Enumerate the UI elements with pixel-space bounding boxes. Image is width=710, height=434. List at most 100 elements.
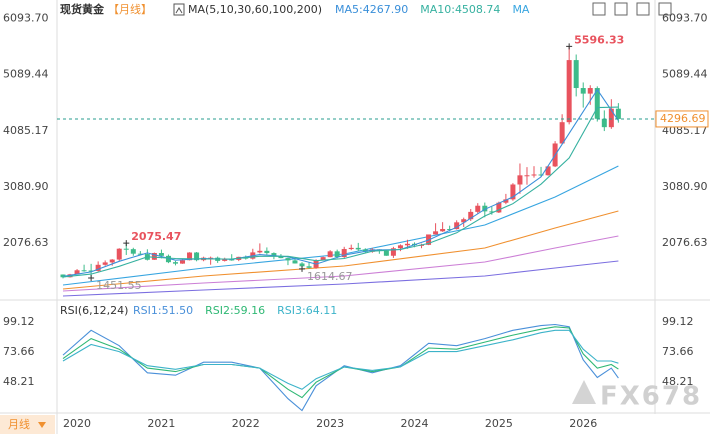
- indicator-label: MA(5,10,30,60,100,200): [188, 3, 322, 16]
- candle-body: [433, 231, 439, 235]
- extreme-marker: [299, 265, 306, 272]
- candle-body: [264, 250, 270, 254]
- candle-body: [594, 88, 600, 119]
- last-price-label: 4296.69: [660, 112, 706, 125]
- candle-body: [257, 250, 263, 253]
- candle-body: [608, 108, 614, 128]
- candle-body: [299, 263, 305, 267]
- candle-body: [341, 249, 347, 258]
- period-badge[interactable]: [0, 415, 55, 434]
- candle-body: [461, 219, 467, 223]
- candle-body: [447, 229, 453, 231]
- legend-entry: MA: [512, 3, 529, 16]
- candle-body: [194, 252, 200, 261]
- extreme-label: 1614.67: [307, 270, 353, 283]
- candle-body: [165, 255, 171, 263]
- candle-body: [454, 222, 460, 230]
- candle-body: [123, 248, 129, 250]
- y-tick-label: 6093.70: [3, 12, 49, 25]
- candle-body: [496, 202, 502, 213]
- candle-body: [566, 60, 572, 123]
- candle-body: [601, 118, 607, 128]
- candle-body: [517, 175, 523, 185]
- candle-body: [222, 259, 228, 261]
- candle-body: [187, 252, 193, 261]
- indicator-line: [62, 235, 619, 292]
- candle-body: [468, 211, 474, 220]
- candle-body: [271, 253, 277, 257]
- toolbar-icon[interactable]: [592, 2, 606, 16]
- y-tick-label: 99.12: [662, 315, 694, 328]
- watermark: FX678: [600, 382, 702, 412]
- x-tick-label: 2022: [232, 417, 260, 430]
- candle-body: [348, 247, 354, 250]
- indicator-line: [62, 260, 619, 297]
- legend-entry: MA5:4267.90: [335, 3, 408, 16]
- indicator-line: [62, 88, 619, 277]
- x-tick-label: 2026: [569, 417, 597, 430]
- candle-body: [151, 253, 157, 260]
- candle-body: [390, 248, 396, 256]
- candle-body: [278, 256, 284, 259]
- y-tick-label: 73.66: [662, 345, 694, 358]
- toolbar-icon[interactable]: [614, 2, 628, 16]
- instrument-title: 现货黄金: [60, 2, 105, 16]
- candle-body: [116, 248, 122, 260]
- y-tick-label: 48.21: [3, 375, 35, 388]
- candle-body: [320, 257, 326, 261]
- indicator-icon-glyph: [175, 7, 183, 14]
- indicator-line: [62, 165, 619, 286]
- candle-body: [327, 251, 333, 258]
- indicator-line: [62, 106, 619, 278]
- candle-body: [109, 259, 115, 263]
- candle-body: [362, 249, 368, 252]
- last-price-box: [655, 110, 709, 128]
- candle-body: [397, 245, 403, 249]
- y-tick-label: 5089.44: [3, 68, 49, 81]
- candle-body: [95, 264, 101, 271]
- indicator-line: [62, 210, 619, 290]
- candle-body: [306, 266, 312, 268]
- candle-body: [102, 262, 108, 265]
- toolbar-icon[interactable]: [636, 2, 650, 16]
- candle-body: [81, 270, 87, 272]
- candle-body: [172, 262, 178, 264]
- indicator-icon[interactable]: [173, 3, 185, 16]
- toolbar-icon[interactable]: [658, 2, 672, 16]
- rsi-indicator-label: RSI(6,12,24): [60, 304, 128, 317]
- extreme-marker: [566, 43, 573, 50]
- candle-body: [130, 249, 136, 254]
- indicator-line: [62, 326, 619, 399]
- candle-body: [524, 175, 530, 177]
- candle-body: [538, 174, 544, 176]
- x-tick-label: 2025: [485, 417, 513, 430]
- candle-body: [137, 253, 143, 255]
- candle-body: [383, 250, 389, 256]
- candle-body: [285, 258, 291, 261]
- y-tick-label: 99.12: [3, 315, 35, 328]
- extreme-label: 1451.55: [96, 279, 141, 292]
- y-tick-label: 5089.44: [662, 68, 708, 81]
- candle-body: [482, 205, 488, 212]
- candle-body: [573, 60, 579, 89]
- candle-body: [489, 211, 495, 213]
- candle-body: [74, 270, 80, 275]
- extreme-marker: [123, 240, 130, 247]
- candle-body: [545, 166, 551, 176]
- extreme-label: 2075.47: [131, 230, 181, 243]
- candle-body: [510, 184, 516, 200]
- y-tick-label: 2076.63: [3, 236, 49, 249]
- y-tick-label: 4085.17: [3, 124, 49, 137]
- candle-body: [587, 88, 593, 94]
- candle-body: [559, 122, 565, 144]
- period-badge-label[interactable]: 月线: [8, 417, 30, 431]
- dropdown-arrow: [38, 422, 46, 428]
- legend-entry: MA10:4508.74: [420, 3, 500, 16]
- period-label[interactable]: 【月线】: [108, 2, 152, 16]
- candle-body: [355, 247, 361, 250]
- candle-body: [440, 229, 446, 232]
- candle-body: [404, 243, 410, 246]
- candle-body: [503, 199, 509, 203]
- extreme-marker: [88, 274, 95, 281]
